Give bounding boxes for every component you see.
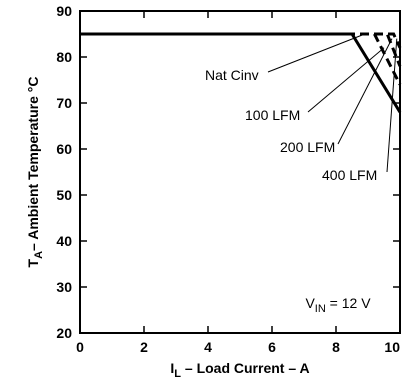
annotation-leader xyxy=(267,33,365,73)
x-tick-label: 6 xyxy=(268,339,276,355)
annotation-label: Nat Cinv xyxy=(205,67,259,83)
x-axis: 0 2 4 6 8 10 xyxy=(76,11,401,355)
x-axis-title-sub: L xyxy=(174,368,181,380)
condition-sub: IN xyxy=(315,303,326,315)
annotation-bg xyxy=(276,138,338,157)
y-tick-label: 90 xyxy=(56,3,72,19)
x-tick-label: 0 xyxy=(76,339,84,355)
condition-label: VIN = 12 V xyxy=(305,295,371,315)
y-axis-title-rest: – Ambient Temperature °C xyxy=(25,77,41,251)
x-axis-title-main: I xyxy=(170,360,174,376)
x-tick-label: 4 xyxy=(204,339,212,355)
x-tick-label: 10 xyxy=(384,339,400,355)
condition-main: V xyxy=(305,295,315,311)
annotation-label: 100 LFM xyxy=(245,107,300,123)
y-tick-label: 70 xyxy=(56,95,72,111)
annotation-bg xyxy=(241,106,303,125)
y-tick-label: 80 xyxy=(56,49,72,65)
y-axis-title-sub: A xyxy=(33,251,45,259)
annotation-leader xyxy=(307,47,385,113)
x-axis-title-rest: – Load Current – A xyxy=(181,360,310,376)
annotation-bg xyxy=(201,66,270,85)
y-axis-title: TA– Ambient Temperature °C xyxy=(25,77,45,268)
x-tick-label: 8 xyxy=(332,339,340,355)
y-tick-label: 30 xyxy=(56,279,72,295)
x-axis-title: IL – Load Current – A xyxy=(170,360,309,380)
annotation-label: 200 LFM xyxy=(280,139,335,155)
annotation-bg xyxy=(318,166,380,185)
y-tick-label: 20 xyxy=(56,325,72,341)
x-tick-label: 2 xyxy=(140,339,148,355)
y-tick-label: 50 xyxy=(56,187,72,203)
annotation-label: 400 LFM xyxy=(322,167,377,183)
y-axis-title-main: T xyxy=(25,258,41,267)
annotation-leader xyxy=(386,38,398,173)
y-tick-label: 40 xyxy=(56,233,72,249)
y-tick-label: 60 xyxy=(56,141,72,157)
y-axis: 20 30 40 50 60 70 80 90 xyxy=(56,3,400,341)
series-line-400-lfm xyxy=(80,32,402,49)
condition-rest: = 12 V xyxy=(326,295,371,311)
annotation-leader xyxy=(337,38,393,145)
annotation-layer: Nat Cinv 100 LFM 200 LFM 400 LFM xyxy=(201,33,398,185)
